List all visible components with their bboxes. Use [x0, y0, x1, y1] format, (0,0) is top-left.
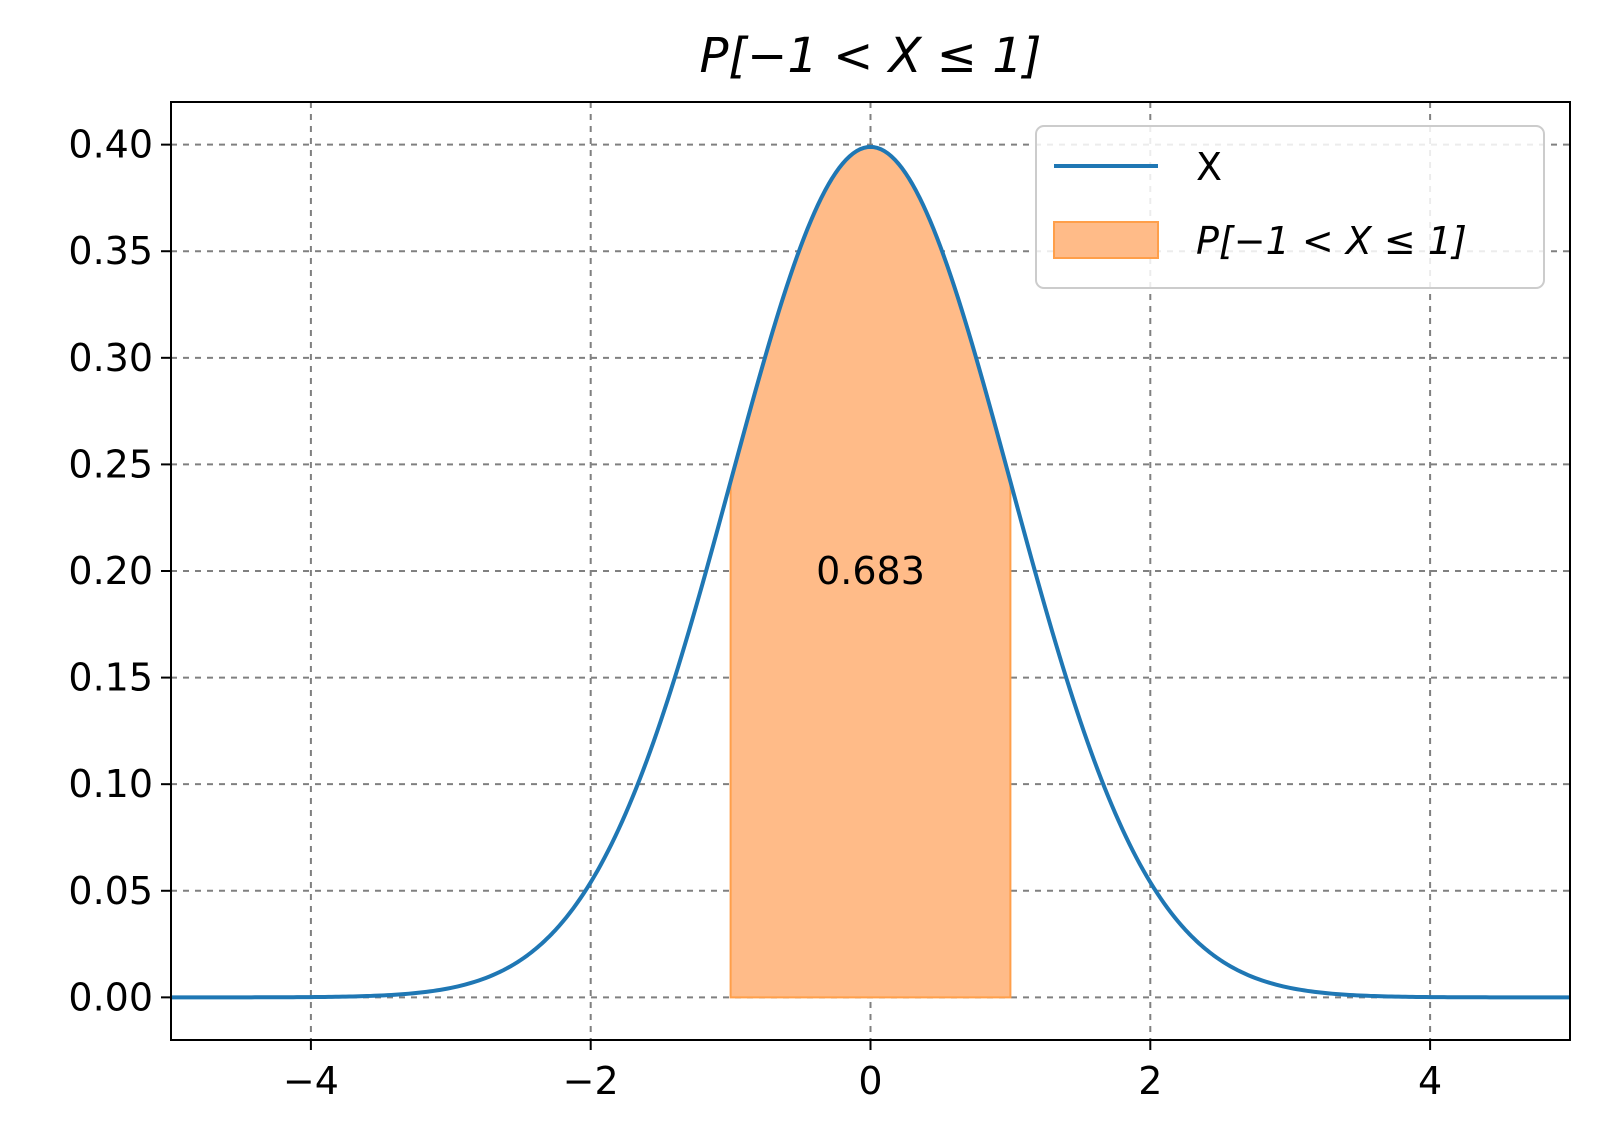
tick-labels: −4 −2 0 2 4 0.00 0.05 0.10 0.15 0.20 0.25 0.30 0.35 0… [68, 123, 1442, 1103]
annotations: 0.683 [816, 549, 925, 593]
y-tick-label: 0.10 [68, 762, 153, 806]
x-tick-label: 2 [1138, 1059, 1162, 1103]
y-tick-label: 0.30 [68, 336, 153, 380]
y-tick-label: 0.25 [68, 442, 153, 486]
legend-label-probability: P[−1 < X ≤ 1] [1196, 219, 1467, 263]
x-tick-label: −4 [283, 1059, 339, 1103]
area-value-label: 0.683 [816, 549, 925, 593]
x-tick-label: 0 [858, 1059, 882, 1103]
chart-title: P[−1 < X ≤ 1] [699, 28, 1041, 84]
y-tick-label: 0.05 [68, 869, 153, 913]
legend: X P[−1 < X ≤ 1] [1035, 125, 1545, 289]
legend-label-x: X [1196, 145, 1222, 189]
y-tick-label: 0.00 [68, 975, 153, 1019]
y-tick-label: 0.15 [68, 656, 153, 700]
line-layer [171, 144, 1570, 1000]
y-tick-label: 0.40 [68, 123, 153, 167]
legend-fill-swatch [1053, 221, 1159, 259]
x-tick-label: 4 [1418, 1059, 1442, 1103]
legend-box [1035, 125, 1545, 289]
y-tick-label: 0.35 [68, 229, 153, 273]
y-tick-label: 0.20 [68, 549, 153, 593]
axes [161, 101, 1571, 1050]
series-line-x [171, 144, 1570, 1000]
x-tick-label: −2 [563, 1059, 619, 1103]
